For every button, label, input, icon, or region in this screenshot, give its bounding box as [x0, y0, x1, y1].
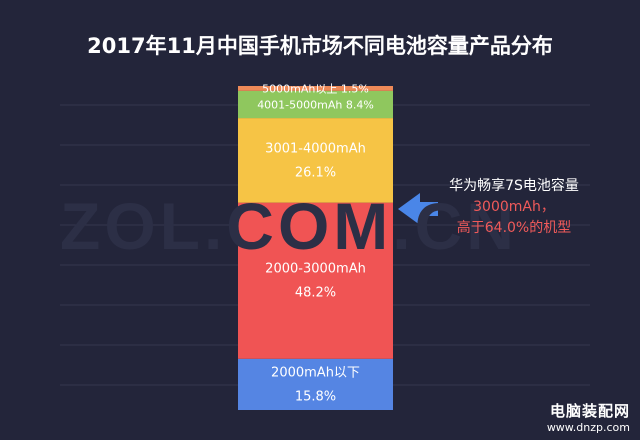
segment-label: 3001-4000mAh [265, 141, 366, 156]
segment-value-label: 15.8% [295, 389, 336, 404]
segment-label: 2000mAh以下 [271, 365, 360, 380]
bar-segment-5 [238, 86, 393, 91]
segment-value-label: 48.2% [295, 286, 336, 301]
segment-label: 2000-3000mAh [265, 262, 366, 277]
segment-value-label: 26.1% [295, 165, 336, 180]
corner-watermark: 电脑装配网 www.dnzp.com [547, 400, 630, 434]
bar-segment-3 [238, 118, 393, 203]
pointer-arrow-icon [398, 193, 438, 225]
bar-segment-2 [238, 202, 393, 359]
annotation-box: 华为畅享7S电池容量 3000mAh， 高于64.0%的机型 [438, 176, 590, 239]
annotation-line-2: 3000mAh， [473, 199, 555, 215]
annotation-line-1: 华为畅享7S电池容量 [449, 178, 579, 194]
corner-watermark-url: www.dnzp.com [546, 421, 630, 434]
annotation-line-3: 高于64.0%的机型 [456, 220, 572, 236]
segment-label: 5000mAh以上 1.5% [262, 82, 369, 95]
bar-segment-1 [238, 358, 393, 410]
watermark-text: ZOL.COM.CN [60, 189, 518, 263]
bar-segment-4 [238, 90, 393, 119]
segment-label: 4001-5000mAh 8.4% [257, 98, 374, 111]
corner-watermark-title: 电脑装配网 [549, 402, 630, 420]
chart-title: 2017年11月中国手机市场不同电池容量产品分布 [87, 34, 553, 58]
